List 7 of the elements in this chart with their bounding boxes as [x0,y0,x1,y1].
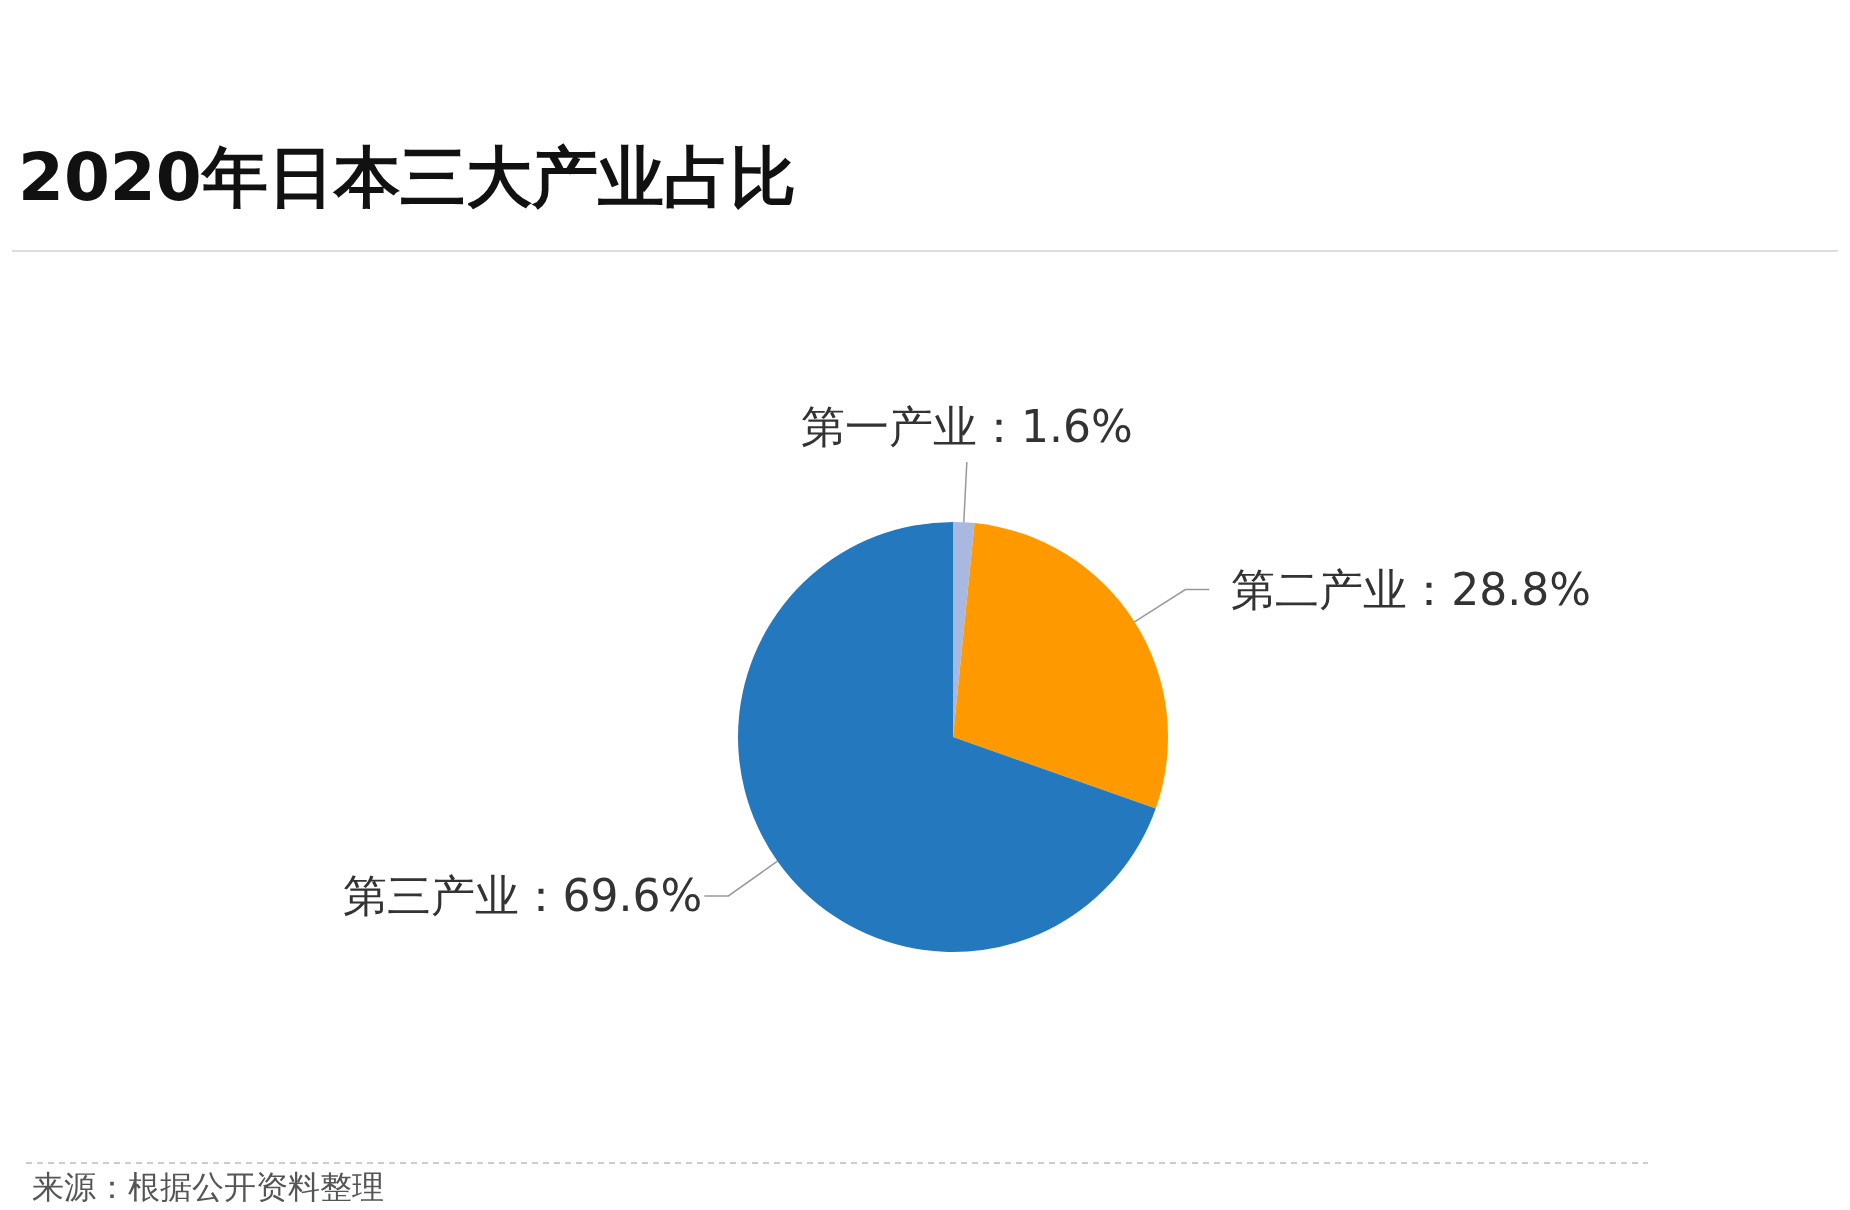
pie-slice [738,522,1156,952]
source-note: 来源：根据公开资料整理 [32,1168,384,1206]
slice-label: 第一产业：1.6% [800,401,1133,453]
slice-label: 第三产业：69.6% [342,869,703,921]
slice-label: 第二产业：28.8% [1231,563,1592,615]
chart-title: 2020年日本三大产业占比 [18,139,796,216]
pie-slice [953,523,1168,809]
